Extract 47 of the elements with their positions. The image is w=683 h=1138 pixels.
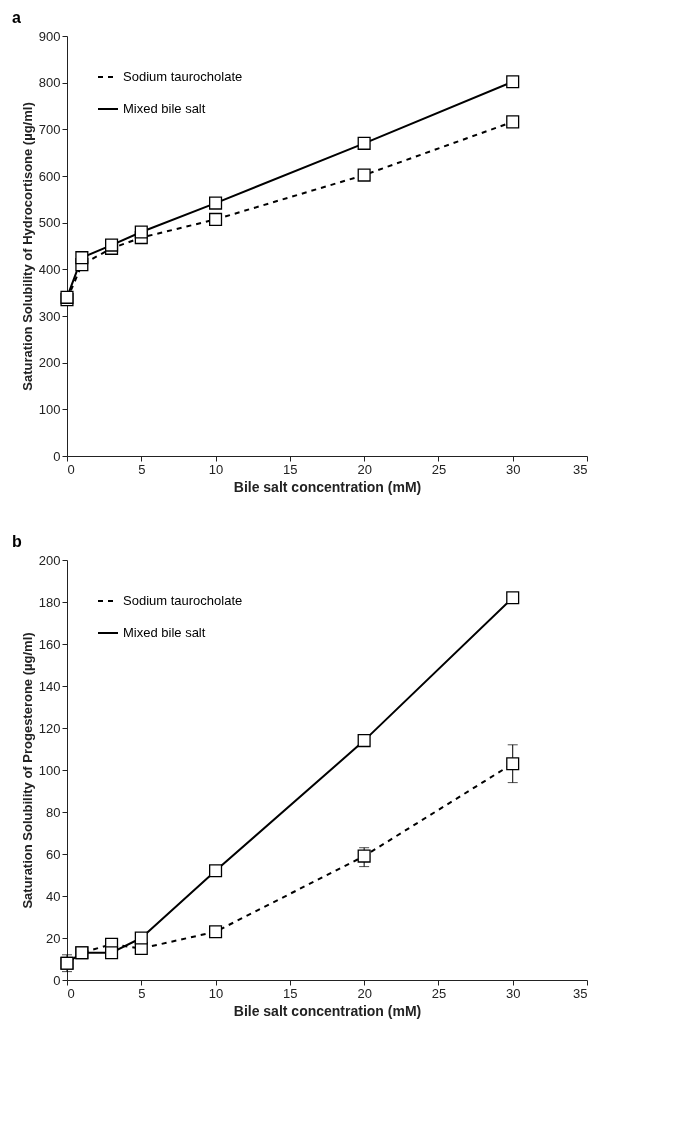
x-tick-label: 30	[505, 985, 521, 1001]
x-tick-label: 35	[573, 985, 588, 1001]
text: b	[12, 533, 22, 550]
y-tick-label: 40	[46, 888, 61, 904]
y-tick-label: 0	[53, 448, 61, 464]
y-tick-label: 160	[38, 636, 61, 652]
y-tick-label: 900	[38, 28, 61, 44]
y-axis-title: Saturation Solubility of Hydrocortisone (µg/ml)	[19, 102, 35, 391]
x-tick-label: 25	[431, 461, 447, 477]
y-tick-label: 800	[38, 75, 61, 91]
y-tick-label: 60	[46, 846, 61, 862]
y-tick-label: 0	[53, 972, 61, 988]
y-tick-label: 100	[38, 762, 61, 778]
x-tick-label: 10	[208, 461, 224, 477]
x-tick-label: 15	[283, 461, 298, 477]
y-tick-label: 140	[38, 678, 61, 694]
x-tick-label: 5	[138, 985, 146, 1001]
legend-label: Sodium taurocholate	[123, 69, 243, 84]
y-tick-label: 80	[46, 804, 61, 820]
x-tick-label: 35	[573, 461, 588, 477]
y-tick-label: 200	[38, 552, 61, 568]
x-tick-label: 15	[283, 985, 298, 1001]
x-tick-label: 0	[67, 985, 75, 1001]
y-tick-label: 100	[38, 401, 61, 417]
y-tick-label: 700	[38, 121, 61, 137]
y-tick-label: 300	[38, 308, 61, 324]
x-tick-label: 30	[505, 461, 521, 477]
y-tick-label: 500	[38, 215, 61, 231]
x-axis-title: Bile salt concentration (mM)	[233, 1002, 422, 1019]
y-axis-title: Saturation Solubility of Progesterone (µg/ml)	[19, 632, 35, 909]
x-tick-label: 5	[138, 461, 146, 477]
legend-label: Mixed bile salt	[123, 625, 206, 640]
x-tick-label: 10	[208, 985, 224, 1001]
text: a	[12, 9, 21, 26]
x-tick-label: 20	[357, 985, 372, 1001]
y-tick-label: 600	[38, 168, 61, 184]
legend-label: Mixed bile salt	[123, 101, 206, 116]
legend-label: Sodium taurocholate	[123, 593, 243, 608]
x-tick-label: 25	[431, 985, 447, 1001]
y-tick-label: 400	[38, 261, 61, 277]
y-tick-label: 20	[46, 930, 61, 946]
x-axis-title: Bile salt concentration (mM)	[233, 478, 422, 495]
y-tick-label: 120	[38, 720, 61, 736]
y-tick-label: 200	[38, 355, 61, 371]
y-tick-label: 180	[38, 594, 61, 610]
x-tick-label: 20	[357, 461, 372, 477]
x-tick-label: 0	[67, 461, 75, 477]
